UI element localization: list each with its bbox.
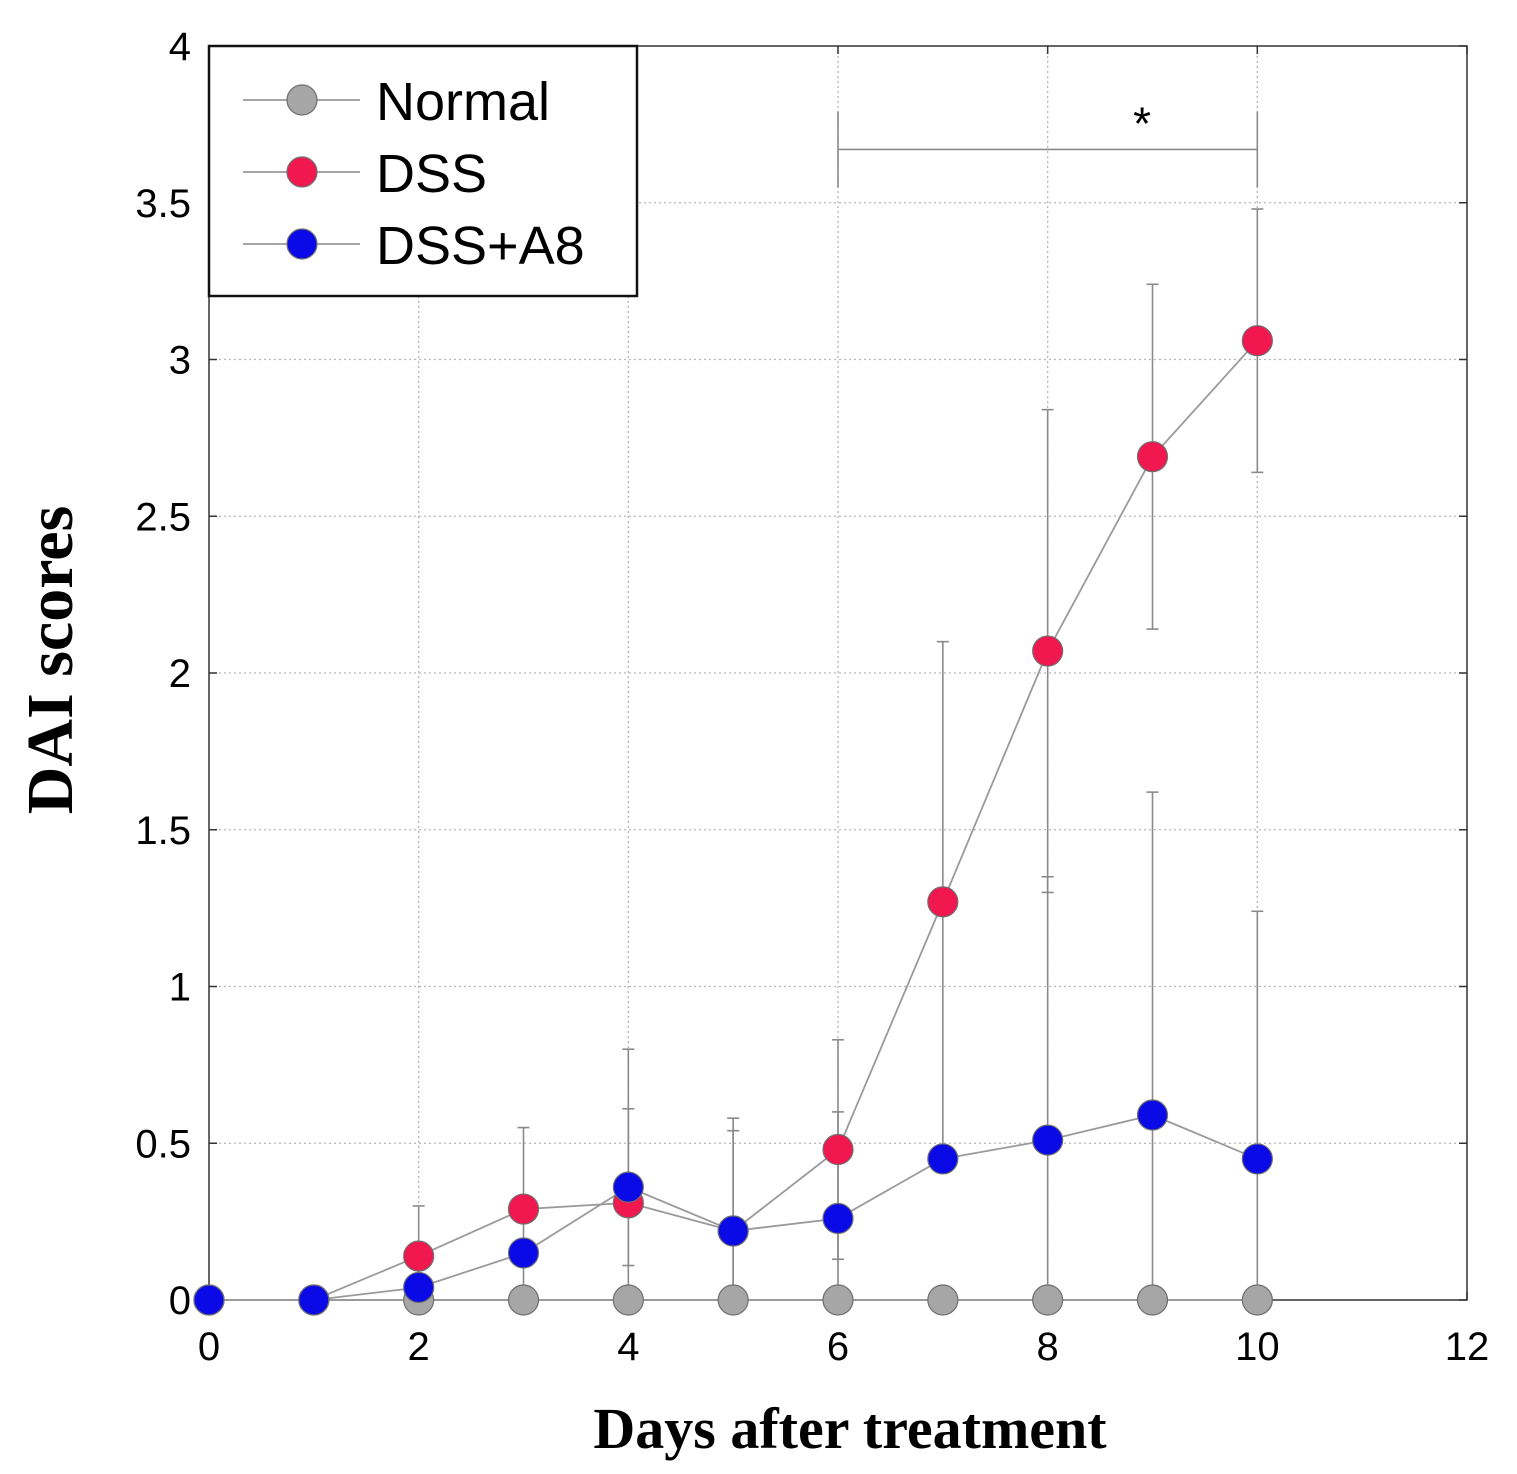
- data-point-dss: [507, 1193, 540, 1225]
- data-point-dss-a8: [717, 1215, 749, 1247]
- legend-label-normal: Normal: [376, 72, 550, 132]
- data-point-normal: [1241, 1284, 1273, 1316]
- legend: Normal DSS DSS+A8: [207, 44, 639, 298]
- x-tick-label: 4: [617, 1325, 639, 1369]
- data-point-normal: [507, 1284, 540, 1316]
- markers: [193, 325, 1273, 1316]
- significance-annotation: *: [837, 97, 1259, 188]
- y-tick-label: 3: [169, 339, 191, 383]
- data-point-normal: [1136, 1284, 1169, 1316]
- data-point-normal: [612, 1284, 644, 1316]
- data-point-normal: [717, 1284, 749, 1316]
- data-point-dss-a8: [927, 1143, 959, 1175]
- legend-marker-dss-a8: [286, 228, 318, 260]
- data-point-dss: [822, 1133, 854, 1166]
- data-point-normal: [822, 1284, 854, 1316]
- axes: 0 2 4 6 8 10 12 0 0.5 1 1.5 2 2.5 3 3.5 4: [135, 25, 1489, 1369]
- data-point-dss: [403, 1240, 435, 1272]
- legend-marker-dss: [286, 156, 318, 188]
- x-tick-label: 8: [1037, 1325, 1059, 1369]
- y-tick-label: 4: [169, 25, 191, 69]
- significance-star: *: [1133, 97, 1151, 149]
- data-point-dss: [1032, 635, 1064, 667]
- data-point-normal: [927, 1284, 959, 1316]
- legend-label-dss-a8: DSS+A8: [376, 216, 585, 276]
- data-point-dss: [1241, 325, 1273, 357]
- significance-bracket: [837, 111, 1259, 188]
- x-tick-label: 10: [1235, 1325, 1280, 1369]
- data-point-dss-a8: [1136, 1099, 1169, 1131]
- y-tick-label: 1: [169, 966, 191, 1010]
- data-point-dss: [1136, 441, 1169, 473]
- data-point-dss: [927, 886, 959, 918]
- y-axis-title: DAI scores: [14, 506, 87, 815]
- data-point-dss-a8: [403, 1271, 435, 1304]
- x-tick-label: 12: [1445, 1325, 1490, 1369]
- y-tick-label: 1.5: [135, 809, 191, 853]
- data-point-dss-a8: [1241, 1143, 1273, 1175]
- data-point-dss-a8: [822, 1202, 854, 1235]
- x-tick-label: 6: [827, 1325, 849, 1369]
- legend-box: [207, 44, 639, 298]
- y-tick-label: 0.5: [135, 1122, 191, 1166]
- data-point-dss-a8: [1032, 1124, 1064, 1156]
- x-tick-label: 0: [198, 1325, 220, 1369]
- y-tick-label: 2: [169, 652, 191, 696]
- x-axis-title: Days after treatment: [593, 1396, 1107, 1461]
- data-point-dss-a8: [193, 1284, 225, 1316]
- series: [193, 208, 1273, 1316]
- data-point-dss-a8: [298, 1284, 330, 1316]
- legend-label-dss: DSS: [376, 144, 487, 204]
- y-tick-label: 2.5: [135, 495, 191, 539]
- y-tick-label: 0: [169, 1279, 191, 1323]
- data-point-dss-a8: [612, 1171, 644, 1203]
- data-point-normal: [1032, 1284, 1064, 1316]
- y-tick-label: 3.5: [135, 182, 191, 226]
- x-tick-label: 2: [408, 1325, 430, 1369]
- legend-marker-normal: [286, 84, 318, 116]
- data-point-dss-a8: [507, 1237, 540, 1269]
